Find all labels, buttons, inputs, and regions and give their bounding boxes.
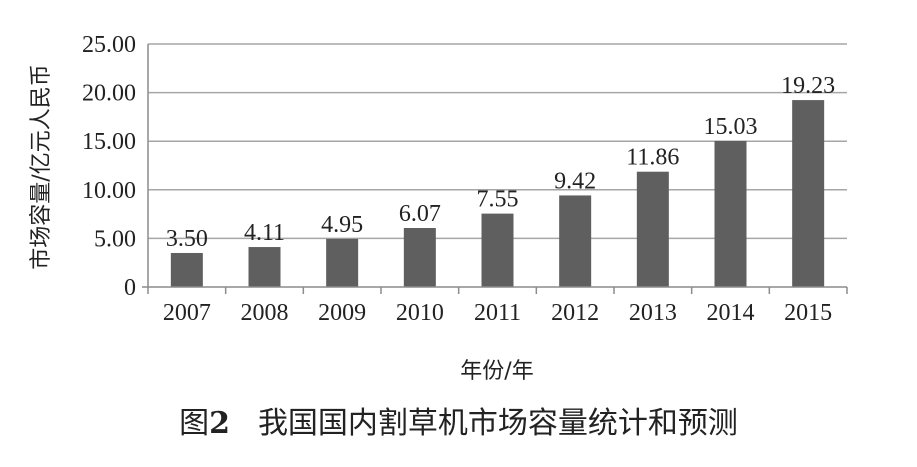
figure-caption: 图2 我国国内割草机市场容量统计和预测 (0, 398, 917, 442)
x-tick-labels: 2007 2008 2009 2010 2011 2012 2013 2014 2015 (163, 300, 832, 326)
x-tick-label: 2007 (163, 300, 211, 326)
x-tick-label: 2010 (396, 300, 444, 326)
data-label: 15.03 (704, 114, 758, 140)
caption-text: 我国国内割草机市场容量统计和预测 (257, 406, 738, 441)
bar (636, 171, 669, 287)
y-axis-title: 市场容量/亿元人民币 (29, 64, 54, 269)
x-tick-label: 2014 (707, 300, 755, 326)
x-tick-label: 2011 (474, 300, 521, 326)
data-label: 4.11 (244, 220, 285, 246)
caption-number: 2 (209, 406, 230, 441)
x-tick-label: 2013 (629, 300, 677, 326)
data-label: 19.23 (781, 73, 835, 99)
y-tick-labels: 0 5.00 10.00 15.00 20.00 25.00 (82, 32, 136, 301)
bar (481, 213, 514, 287)
bar (403, 227, 436, 287)
y-tick-label: 5.00 (94, 226, 136, 252)
bar (248, 247, 281, 287)
bar (559, 195, 592, 287)
axes (142, 44, 848, 294)
y-tick-label: 0 (124, 275, 136, 301)
x-axis-title: 年份/年 (460, 359, 533, 384)
bar (326, 238, 359, 287)
x-tick-label: 2012 (551, 300, 599, 326)
x-tick-label: 2008 (241, 300, 289, 326)
y-tick-label: 20.00 (82, 81, 136, 107)
data-label: 3.50 (166, 226, 208, 252)
y-tick-label: 15.00 (82, 129, 136, 155)
data-labels: 3.50 4.11 4.95 6.07 7.55 9.42 11.86 15.03 19.23 (166, 73, 835, 252)
caption-label: 图 (179, 406, 210, 441)
bars (170, 100, 825, 287)
bar (170, 252, 203, 287)
data-label: 9.42 (554, 168, 596, 194)
y-tick-label: 25.00 (82, 32, 136, 58)
data-label: 7.55 (477, 187, 519, 213)
x-tick-label: 2015 (784, 300, 832, 326)
data-label: 4.95 (321, 212, 363, 238)
y-tick-label: 10.00 (82, 178, 136, 204)
x-tick-label: 2009 (318, 300, 366, 326)
bar (714, 140, 747, 287)
bar (792, 100, 825, 287)
data-label: 11.86 (626, 145, 679, 171)
data-label: 6.07 (399, 201, 441, 227)
